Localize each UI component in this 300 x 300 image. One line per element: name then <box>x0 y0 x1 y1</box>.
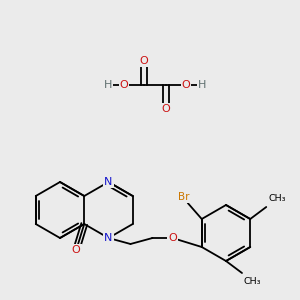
Text: O: O <box>72 245 81 255</box>
Text: N: N <box>104 233 113 243</box>
Text: O: O <box>182 80 190 90</box>
Text: N: N <box>104 177 113 187</box>
Text: H: H <box>198 80 206 90</box>
Text: O: O <box>168 233 177 243</box>
Text: Br: Br <box>178 192 190 202</box>
Text: CH₃: CH₃ <box>244 277 262 286</box>
Text: CH₃: CH₃ <box>268 194 286 203</box>
Text: H: H <box>104 80 112 90</box>
Text: O: O <box>162 104 170 114</box>
Text: O: O <box>140 56 148 66</box>
Text: O: O <box>120 80 128 90</box>
